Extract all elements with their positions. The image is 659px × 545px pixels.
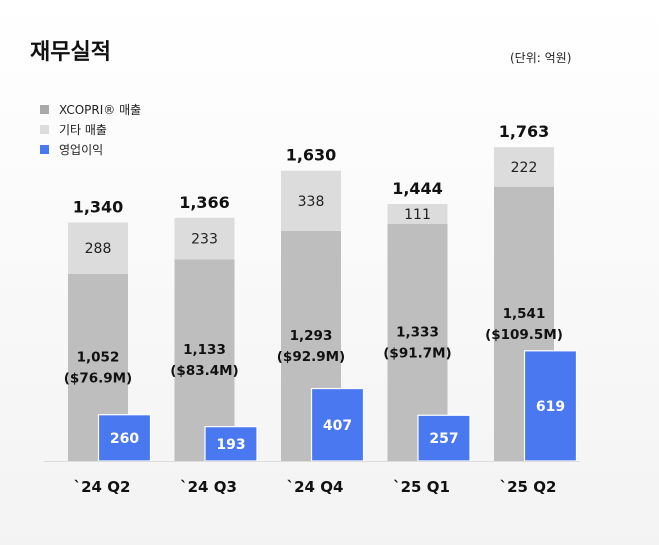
label-xcopri: 1,293	[290, 328, 333, 344]
bar-operating-profit	[204, 426, 258, 462]
label-xcopri: ($109.5M)	[485, 327, 563, 343]
label-other: 288	[85, 241, 112, 257]
label-operating-profit: 407	[323, 418, 352, 434]
x-tick-label: `24 Q2	[74, 478, 131, 496]
legend-item-other: 기타 매출	[40, 119, 141, 139]
x-tick-label: `24 Q3	[180, 478, 237, 496]
label-other: 338	[298, 194, 325, 210]
label-xcopri: 1,052	[77, 349, 120, 365]
bar-operating-profit	[523, 350, 578, 462]
label-other: 222	[511, 160, 538, 176]
legend-item-xcopri: XCOPRI® 매출	[40, 99, 141, 119]
bar-operating-profit	[310, 387, 365, 462]
label-xcopri: ($83.4M)	[170, 363, 238, 379]
x-tick-label: `25 Q2	[500, 478, 557, 496]
label-operating-profit: 619	[536, 399, 565, 415]
label-xcopri: 1,541	[503, 306, 546, 322]
legend-swatch	[40, 144, 49, 154]
bar-other	[68, 222, 128, 274]
label-xcopri: ($91.7M)	[383, 345, 451, 361]
legend-item-op: 영업이익	[40, 139, 141, 159]
label-total: 1,340	[73, 197, 124, 216]
label-total: 1,763	[499, 122, 550, 141]
x-tick-label: `25 Q1	[393, 478, 450, 496]
label-total: 1,630	[286, 146, 337, 165]
bar-operating-profit	[97, 414, 152, 462]
label-operating-profit: 260	[110, 431, 139, 447]
legend-swatch	[40, 104, 49, 114]
label-other: 111	[404, 207, 431, 223]
legend-label: 영업이익	[59, 142, 104, 157]
label-total: 1,366	[179, 193, 230, 212]
label-operating-profit: 193	[216, 437, 245, 453]
label-xcopri: 1,133	[183, 342, 226, 358]
bar-other	[494, 147, 554, 187]
label-xcopri: ($92.9M)	[277, 349, 345, 365]
label-total: 1,444	[392, 179, 443, 198]
label-xcopri: ($76.9M)	[64, 370, 132, 386]
bar-other	[281, 170, 341, 231]
bar-other	[174, 217, 235, 260]
page-title: 재무실적	[30, 40, 111, 65]
bar-other	[387, 203, 448, 224]
x-tick-label: `24 Q4	[287, 478, 344, 496]
legend-label: XCOPRI® 매출	[59, 102, 142, 117]
label-xcopri: 1,333	[396, 324, 439, 340]
label-operating-profit: 257	[429, 431, 458, 447]
unit-label: (단위: 억원)	[510, 51, 572, 65]
legend-swatch	[40, 124, 49, 134]
label-other: 233	[191, 232, 218, 248]
legend: XCOPRI® 매출 기타 매출 영업이익	[40, 99, 141, 159]
legend-label: 기타 매출	[59, 122, 107, 137]
